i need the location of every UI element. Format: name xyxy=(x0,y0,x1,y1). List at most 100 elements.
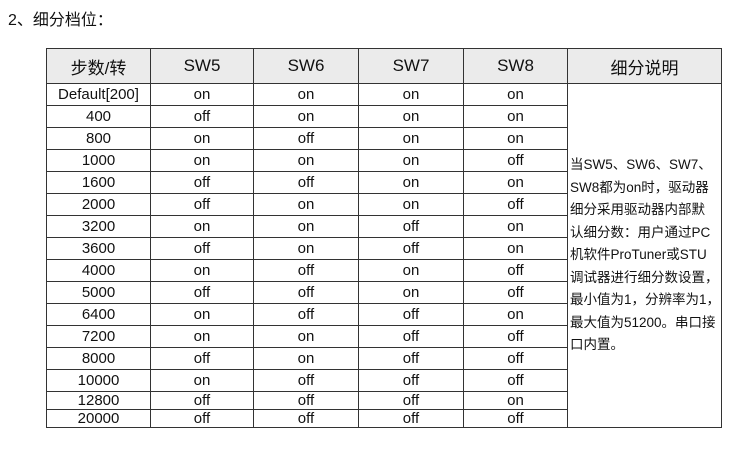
switch-cell: on xyxy=(150,149,254,172)
steps-cell: 3200 xyxy=(46,215,151,238)
steps-cell: Default[200] xyxy=(46,83,151,106)
switch-cell: off xyxy=(150,171,254,194)
column-header: SW8 xyxy=(463,48,568,84)
switch-cell: off xyxy=(253,259,359,282)
switch-cell: off xyxy=(463,281,568,304)
switch-cell: off xyxy=(150,391,254,410)
switch-cell: on xyxy=(253,105,359,128)
switch-cell: off xyxy=(463,409,568,428)
steps-cell: 1600 xyxy=(46,171,151,194)
steps-cell: 2000 xyxy=(46,193,151,216)
switch-cell: off xyxy=(463,325,568,348)
switch-cell: on xyxy=(150,303,254,326)
switch-cell: off xyxy=(463,369,568,392)
switch-cell: on xyxy=(150,127,254,150)
column-header: 步数/转 xyxy=(46,48,151,84)
switch-cell: on xyxy=(150,325,254,348)
switch-cell: on xyxy=(463,105,568,128)
switch-cell: off xyxy=(358,391,464,410)
switch-cell: off xyxy=(358,325,464,348)
steps-cell: 3600 xyxy=(46,237,151,260)
steps-cell: 12800 xyxy=(46,391,151,410)
steps-cell: 6400 xyxy=(46,303,151,326)
column-header: SW5 xyxy=(150,48,254,84)
switch-cell: on xyxy=(463,215,568,238)
switch-cell: on xyxy=(358,259,464,282)
steps-cell: 8000 xyxy=(46,347,151,370)
switch-cell: on xyxy=(358,105,464,128)
description-line: 口内置。 xyxy=(570,337,624,353)
table-row: 6400 on off off on xyxy=(46,303,722,326)
column-header: SW7 xyxy=(358,48,464,84)
switch-cell: off xyxy=(150,281,254,304)
switch-cell: on xyxy=(358,127,464,150)
section-title: 2、细分档位： xyxy=(8,12,113,29)
steps-cell: 1000 xyxy=(46,149,151,172)
switch-cell: off xyxy=(463,259,568,282)
switch-cell: on xyxy=(253,83,359,106)
switch-cell: on xyxy=(253,215,359,238)
switch-cell: on xyxy=(358,149,464,172)
table-row: 2000 off on on off xyxy=(46,193,722,216)
switch-cell: off xyxy=(358,369,464,392)
switch-cell: on xyxy=(253,347,359,370)
switch-cell: off xyxy=(358,215,464,238)
switch-cell: off xyxy=(463,347,568,370)
header-row: 步数/转 SW5 SW6 SW7 SW8 细分说明 xyxy=(46,48,722,84)
switch-cell: on xyxy=(253,237,359,260)
switch-cell: off xyxy=(150,237,254,260)
table-row: 7200 on on off off xyxy=(46,325,722,348)
table-row: 1600 off off on on xyxy=(46,171,722,194)
switch-cell: off xyxy=(358,303,464,326)
column-header: 细分说明 xyxy=(567,48,722,84)
microstep-table: 步数/转 SW5 SW6 SW7 SW8 细分说明 Default[200] on on on o… xyxy=(46,48,722,428)
switch-cell: on xyxy=(463,83,568,106)
switch-cell: on xyxy=(358,171,464,194)
switch-cell: on xyxy=(358,193,464,216)
switch-cell: on xyxy=(253,325,359,348)
switch-cell: on xyxy=(150,215,254,238)
switch-cell: on xyxy=(463,171,568,194)
description-cell: 当SW5、SW6、SW7、 SW8都为on时，驱动器 细分采用驱动器内部默 认细分数：… xyxy=(567,83,722,428)
switch-cell: off xyxy=(253,391,359,410)
switch-cell: on xyxy=(358,83,464,106)
switch-cell: on xyxy=(463,127,568,150)
description-line: SW8都为on时，驱动器 xyxy=(570,179,709,195)
steps-cell: 5000 xyxy=(46,281,151,304)
switch-cell: off xyxy=(150,347,254,370)
switch-cell: off xyxy=(253,281,359,304)
switch-cell: off xyxy=(463,149,568,172)
switch-cell: off xyxy=(253,171,359,194)
steps-cell: 20000 xyxy=(46,409,151,428)
steps-cell: 4000 xyxy=(46,259,151,282)
table-row: 4000 on off on off xyxy=(46,259,722,282)
switch-cell: off xyxy=(150,409,254,428)
switch-cell: on xyxy=(463,391,568,410)
switch-cell: on xyxy=(150,369,254,392)
description-line: 最大值为51200。串口接 xyxy=(570,314,716,330)
switch-cell: on xyxy=(463,237,568,260)
switch-cell: on xyxy=(150,259,254,282)
switch-cell: off xyxy=(358,237,464,260)
switch-cell: off xyxy=(253,409,359,428)
description-line: 最小值为1，分辨率为1， xyxy=(570,292,721,308)
steps-cell: 800 xyxy=(46,127,151,150)
switch-cell: on xyxy=(253,149,359,172)
description-line: 机软件ProTuner或STU xyxy=(570,247,707,263)
steps-cell: 7200 xyxy=(46,325,151,348)
switch-cell: on xyxy=(358,281,464,304)
switch-cell: off xyxy=(253,127,359,150)
switch-cell: off xyxy=(253,369,359,392)
description-line: 调试器进行细分数设置， xyxy=(570,269,719,285)
steps-cell: 10000 xyxy=(46,369,151,392)
switch-cell: on xyxy=(253,193,359,216)
table-row: 8000 off on off off xyxy=(46,347,722,370)
switch-cell: on xyxy=(150,83,254,106)
description-line: 当SW5、SW6、SW7、 xyxy=(570,157,712,173)
switch-cell: off xyxy=(358,409,464,428)
table-row: 20000 off off off off xyxy=(46,409,722,428)
description-line: 细分采用驱动器内部默 xyxy=(570,202,705,218)
switch-cell: off xyxy=(358,347,464,370)
switch-cell: off xyxy=(463,193,568,216)
switch-cell: off xyxy=(253,303,359,326)
